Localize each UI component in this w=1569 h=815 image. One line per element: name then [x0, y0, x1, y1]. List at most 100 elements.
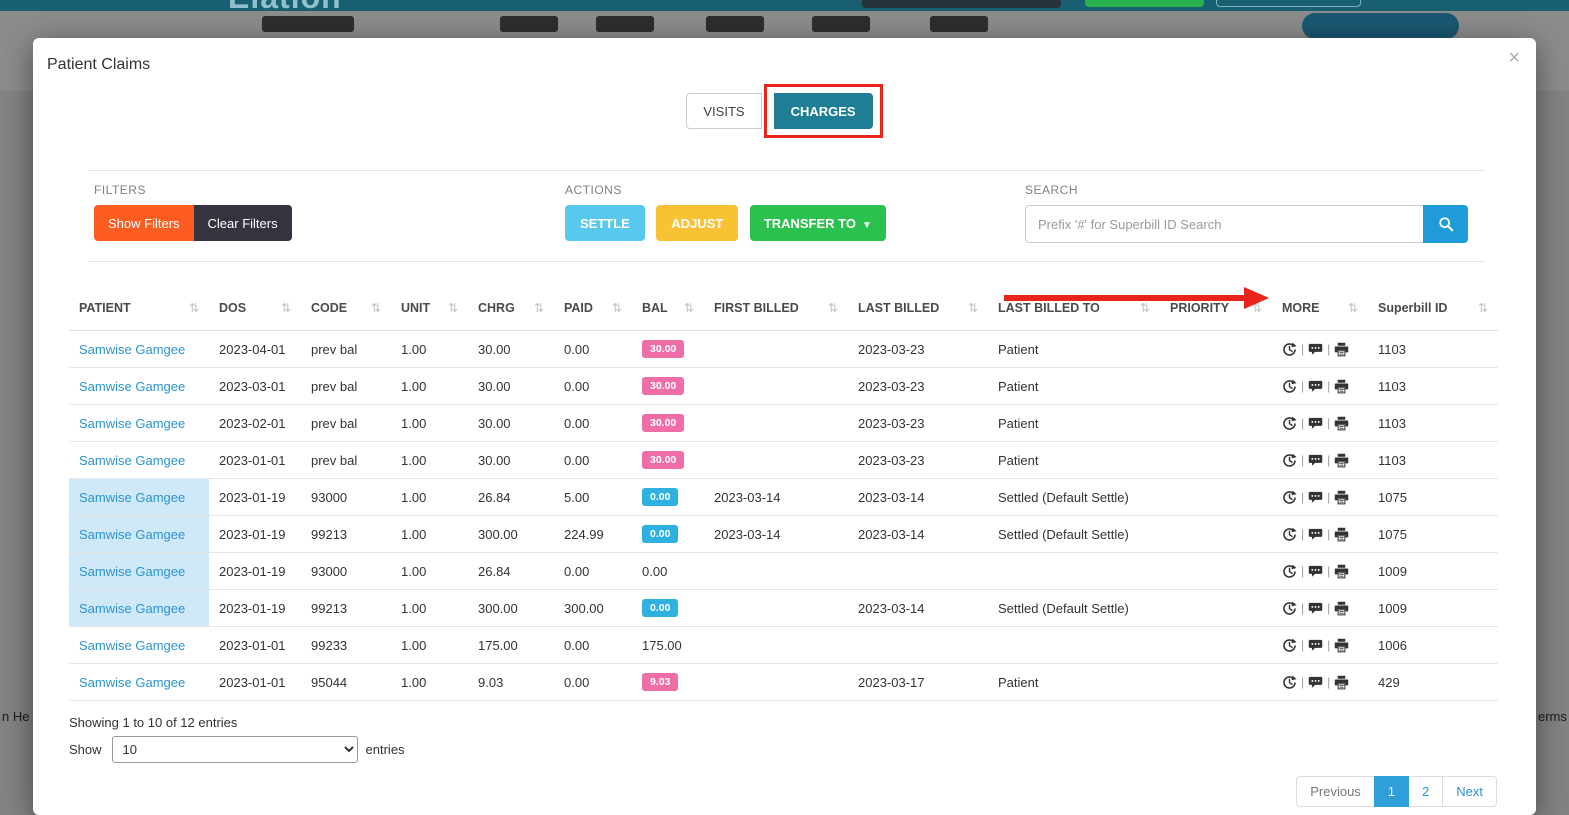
icon-separator: |	[1301, 675, 1305, 689]
history-icon[interactable]	[1282, 675, 1297, 690]
print-icon[interactable]	[1334, 416, 1349, 431]
more-cell: | |	[1272, 331, 1368, 367]
paid-cell: 5.00	[564, 489, 590, 505]
column-header-superbill-id[interactable]: Superbill ID ⇅	[1368, 301, 1498, 315]
settle-button[interactable]: SETTLE	[565, 205, 645, 241]
column-header-bal[interactable]: BAL ⇅	[632, 301, 704, 315]
topbar-outline-button[interactable]	[1216, 0, 1361, 7]
comment-icon[interactable]	[1308, 342, 1323, 357]
comment-icon[interactable]	[1308, 675, 1323, 690]
balance-badge: 175.00	[642, 637, 682, 653]
dos-cell: 2023-01-19	[219, 563, 286, 579]
patient-link[interactable]: Samwise Gamgee	[79, 452, 186, 468]
print-icon[interactable]	[1334, 638, 1349, 653]
sort-icon: ⇅	[280, 301, 291, 315]
comment-icon[interactable]	[1308, 490, 1323, 505]
column-header-first-billed[interactable]: FIRST BILLED ⇅	[704, 301, 848, 315]
print-icon[interactable]	[1334, 453, 1349, 468]
patient-link[interactable]: Samwise Gamgee	[79, 674, 186, 690]
last-billed-to-cell: Patient	[998, 341, 1039, 357]
patient-link[interactable]: Samwise Gamgee	[79, 378, 186, 394]
tab-charges[interactable]: CHARGES	[773, 93, 873, 129]
icon-separator: |	[1327, 675, 1331, 689]
comment-icon[interactable]	[1308, 527, 1323, 542]
column-header-priority[interactable]: PRIORITY ⇅	[1160, 301, 1272, 315]
comment-icon[interactable]	[1308, 601, 1323, 616]
search-button[interactable]	[1423, 205, 1468, 243]
table-row: Samwise Gamgee 2023-01-19 93000 1.00 26.…	[69, 479, 1498, 516]
clear-filters-button[interactable]: Clear Filters	[193, 205, 292, 241]
history-icon[interactable]	[1282, 638, 1297, 653]
background-nav-item	[706, 16, 764, 32]
show-filters-button[interactable]: Show Filters	[94, 205, 194, 241]
more-cell: | |	[1272, 405, 1368, 441]
app-logo[interactable]: Elation	[228, 0, 342, 11]
comment-icon[interactable]	[1308, 564, 1323, 579]
paid-cell: 0.00	[564, 563, 590, 579]
column-header-chrg[interactable]: CHRG ⇅	[468, 301, 554, 315]
column-header-last-billed[interactable]: LAST BILLED ⇅	[848, 301, 988, 315]
print-icon[interactable]	[1334, 379, 1349, 394]
column-header-paid[interactable]: PAID ⇅	[554, 301, 632, 315]
column-label: FIRST BILLED	[714, 301, 799, 315]
close-icon[interactable]: ×	[1508, 47, 1520, 69]
history-icon[interactable]	[1282, 342, 1297, 357]
patient-link[interactable]: Samwise Gamgee	[79, 489, 186, 505]
tab-bar: VISITS CHARGES	[33, 82, 1536, 140]
adjust-button[interactable]: ADJUST	[656, 205, 739, 241]
first-billed-cell: 2023-03-14	[714, 489, 781, 505]
history-icon[interactable]	[1282, 416, 1297, 431]
pagination: Previous 1 2 Next	[1296, 776, 1497, 807]
pagination-previous[interactable]: Previous	[1296, 776, 1375, 807]
column-header-code[interactable]: CODE ⇅	[301, 301, 391, 315]
last-billed-cell: 2023-03-14	[858, 600, 925, 616]
history-icon[interactable]	[1282, 564, 1297, 579]
column-header-unit[interactable]: UNIT ⇅	[391, 301, 468, 315]
topbar-green-button[interactable]	[1085, 0, 1204, 7]
patient-link[interactable]: Samwise Gamgee	[79, 600, 186, 616]
print-icon[interactable]	[1334, 564, 1349, 579]
search-input[interactable]	[1025, 205, 1423, 243]
column-header-more[interactable]: MORE ⇅	[1272, 301, 1368, 315]
last-billed-to-cell: Settled (Default Settle)	[998, 526, 1129, 542]
icon-separator: |	[1327, 564, 1331, 578]
print-icon[interactable]	[1334, 675, 1349, 690]
history-icon[interactable]	[1282, 453, 1297, 468]
print-icon[interactable]	[1334, 342, 1349, 357]
comment-icon[interactable]	[1308, 638, 1323, 653]
comment-icon[interactable]	[1308, 379, 1323, 394]
column-header-last-billed-to[interactable]: LAST BILLED TO ⇅	[988, 301, 1160, 315]
history-icon[interactable]	[1282, 601, 1297, 616]
print-icon[interactable]	[1334, 601, 1349, 616]
filters-section: FILTERS Show Filters Clear Filters	[94, 183, 565, 241]
patient-link[interactable]: Samwise Gamgee	[79, 341, 186, 357]
transfer-to-button[interactable]: TRANSFER TO ▼	[749, 205, 886, 241]
background-nav-item	[930, 16, 988, 32]
comment-icon[interactable]	[1308, 453, 1323, 468]
patient-link[interactable]: Samwise Gamgee	[79, 415, 186, 431]
history-icon[interactable]	[1282, 379, 1297, 394]
history-icon[interactable]	[1282, 527, 1297, 542]
chrg-cell: 30.00	[478, 341, 511, 357]
column-header-patient[interactable]: PATIENT ⇅	[69, 301, 209, 315]
patient-link[interactable]: Samwise Gamgee	[79, 526, 186, 542]
patient-link[interactable]: Samwise Gamgee	[79, 637, 186, 653]
column-header-dos[interactable]: DOS ⇅	[209, 301, 301, 315]
print-icon[interactable]	[1334, 490, 1349, 505]
tab-visits[interactable]: VISITS	[686, 93, 762, 129]
history-icon[interactable]	[1282, 490, 1297, 505]
first-billed-cell	[704, 331, 848, 367]
more-cell: | |	[1272, 627, 1368, 663]
pagination-page-2[interactable]: 2	[1408, 776, 1444, 807]
caret-down-icon: ▼	[861, 219, 872, 231]
topbar-search-input[interactable]	[862, 0, 1061, 8]
pagination-next[interactable]: Next	[1442, 776, 1497, 807]
priority-cell	[1160, 368, 1272, 404]
pagination-page-1[interactable]: 1	[1373, 776, 1410, 807]
comment-icon[interactable]	[1308, 416, 1323, 431]
print-icon[interactable]	[1334, 527, 1349, 542]
app-topbar: Elation	[0, 0, 1569, 11]
column-label: BAL	[642, 301, 668, 315]
patient-link[interactable]: Samwise Gamgee	[79, 563, 186, 579]
page-size-select[interactable]: 10	[111, 736, 358, 763]
